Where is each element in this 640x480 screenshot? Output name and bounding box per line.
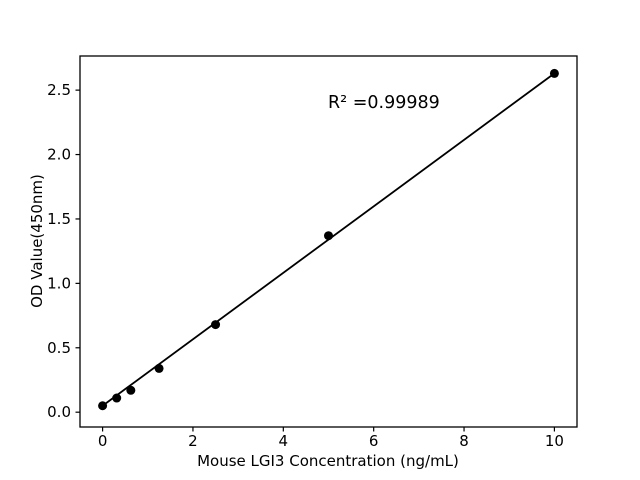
x-tick-label: 4	[279, 432, 289, 450]
y-axis-label: OD Value(450nm)	[28, 174, 46, 308]
data-point	[549, 68, 559, 78]
x-tick-label: 0	[98, 432, 108, 450]
y-tick-label: 2.5	[47, 81, 71, 99]
data-point	[154, 363, 164, 373]
x-tick-label: 6	[369, 432, 379, 450]
x-tick-label: 8	[459, 432, 469, 450]
data-point	[98, 401, 108, 411]
x-tick-label: 2	[188, 432, 198, 450]
x-axis-label: Mouse LGI3 Concentration (ng/mL)	[197, 452, 459, 470]
x-tick-label: 10	[545, 432, 564, 450]
y-tick-label: 1.5	[47, 210, 71, 228]
data-point	[112, 393, 122, 403]
data-point	[126, 385, 136, 395]
data-point	[324, 231, 333, 241]
y-tick-label: 1.0	[47, 274, 71, 292]
y-tick-label: 0.5	[47, 339, 71, 357]
data-point	[211, 320, 221, 330]
r-squared-annotation: R² =0.99989	[328, 93, 440, 113]
y-tick-label: 2.0	[47, 146, 71, 164]
y-tick-label: 0.0	[47, 403, 71, 421]
plot-area: 0 2 4 6 8 10 0.0 0.5 1.0 1.5 2.0 2.5	[47, 55, 578, 450]
